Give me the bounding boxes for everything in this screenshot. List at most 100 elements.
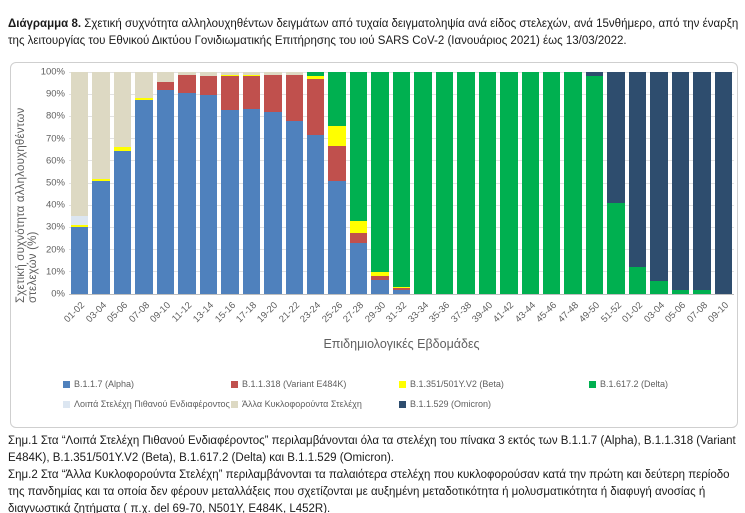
legend-swatch-icon (231, 400, 238, 408)
legend-swatch-icon (589, 380, 596, 388)
bar-segment (306, 135, 325, 294)
bar-45-46-22 (542, 72, 561, 294)
bar-17-18-8 (242, 72, 261, 294)
bar-segment (585, 76, 604, 294)
x-tick-label: 01-02 (620, 300, 646, 325)
chart-frame: Σχετική συχνότητα αλληλουχηθέντων στελεχ… (10, 62, 738, 428)
x-tick-label: 13-14 (191, 300, 217, 325)
bar-41-42-20 (500, 72, 518, 294)
bar-segment (285, 72, 303, 76)
bar-49-50-24 (585, 72, 604, 294)
x-tick-label: 33-34 (405, 300, 431, 325)
bar-01-02-0 (71, 72, 89, 294)
bar-segment (306, 72, 325, 77)
x-tick-label: 15-16 (212, 300, 238, 325)
bar-segment (349, 242, 368, 294)
x-tick-label: 07-08 (684, 300, 710, 325)
y-tick-label: 100% (40, 66, 65, 78)
bar-segment (328, 126, 346, 147)
legend-label: B.1.1.318 (Variant E484K) (242, 379, 347, 389)
bar-segment (328, 146, 346, 181)
x-axis-title: Επιδημιολογικές Εβδομάδες (323, 337, 480, 351)
bar-segment (628, 72, 647, 268)
legend-label: Λοιπά Στελέχη Πιθανού Ενδιαφέροντος (74, 399, 230, 409)
y-tick-label: 30% (45, 221, 65, 233)
y-tick-label: 90% (45, 88, 65, 100)
x-tick-label: 37-38 (448, 300, 474, 325)
bar-51-52-25 (607, 72, 625, 294)
x-tick-label: 51-52 (598, 300, 624, 325)
bar-segment (71, 216, 89, 226)
x-axis-tick-labels: 01-02 03-04 05-06 07-08 09-10 11-12 13-14 15-16… (63, 298, 734, 338)
x-tick-label: 07-08 (126, 300, 152, 325)
bar-segment (221, 72, 239, 76)
legend-swatch-icon (63, 400, 70, 408)
legend-item: B.1.1.318 (Variant E484K) (231, 379, 346, 389)
bar-segment (671, 72, 690, 290)
bar-segment (113, 150, 132, 294)
legend-item: B.1.351/501Y.V2 (Beta) (399, 379, 504, 389)
plot-area (69, 71, 734, 295)
x-axis-line (69, 293, 734, 295)
bar-segment (392, 72, 411, 288)
bar-segment (607, 202, 625, 294)
bar-segment (414, 72, 432, 294)
bar-segment (71, 225, 89, 228)
bar-segment (306, 78, 325, 136)
x-tick-label: 09-10 (706, 300, 732, 325)
x-tick-label: 23-24 (298, 300, 324, 325)
legend-item: Άλλα Κυκλοφορούντα Στελέχη (231, 399, 362, 409)
bar-segment (542, 72, 561, 294)
bar-13-14-6 (199, 72, 218, 294)
bar-segment (199, 95, 218, 294)
bar-segment (371, 276, 389, 280)
legend-item: B.1.1.529 (Omicron) (399, 399, 491, 409)
bar-segment (328, 180, 346, 294)
figure-title-text: Σχετική συχνότητα αλληλουχηθέντων δειγμά… (8, 17, 739, 47)
bar-segment (564, 72, 582, 294)
y-tick-label: 80% (45, 110, 65, 122)
bar-segment (92, 72, 110, 179)
x-tick-label: 01-02 (62, 300, 88, 325)
bar-segment (71, 227, 89, 294)
figure-title-label: Διάγραμμα 8. (8, 17, 82, 30)
bar-05-06-2 (113, 72, 132, 294)
legend-item: B.1.1.7 (Alpha) (63, 379, 134, 389)
bar-segment (371, 271, 389, 277)
bar-39-40-19 (478, 72, 497, 294)
x-tick-label: 39-40 (470, 300, 496, 325)
bar-segment (392, 287, 411, 289)
legend-swatch-icon (399, 380, 406, 388)
bar-segment (242, 76, 261, 109)
bar-segment (392, 289, 411, 294)
bar-segment (135, 97, 153, 100)
bar-segment (135, 72, 153, 98)
y-tick-label: 70% (45, 133, 65, 145)
x-tick-label: 47-48 (555, 300, 581, 325)
bar-segment (306, 76, 325, 79)
legend-label: B.1.351/501Y.V2 (Beta) (410, 379, 504, 389)
legend-item: B.1.617.2 (Delta) (589, 379, 668, 389)
bar-segment (221, 109, 239, 294)
x-tick-label: 17-18 (234, 300, 260, 325)
x-tick-label: 19-20 (255, 300, 281, 325)
bar-segment (328, 72, 346, 127)
bar-01-02-26 (628, 72, 647, 294)
bar-segment (199, 76, 218, 96)
y-tick-label: 10% (45, 266, 65, 278)
bar-segment (156, 72, 175, 82)
legend-label: B.1.617.2 (Delta) (600, 379, 669, 389)
bar-segment (371, 279, 389, 294)
bar-segment (242, 72, 261, 76)
bar-25-26-12 (328, 72, 346, 294)
bar-segment (349, 72, 368, 221)
bar-segment (264, 72, 282, 76)
bar-segment (113, 72, 132, 148)
bar-segment (221, 75, 239, 77)
y-tick-label: 0% (51, 288, 65, 300)
stacked-bars (69, 72, 734, 294)
bar-segment (92, 180, 110, 294)
bar-29-30-14 (371, 72, 389, 294)
x-tick-label: 09-10 (148, 300, 174, 325)
